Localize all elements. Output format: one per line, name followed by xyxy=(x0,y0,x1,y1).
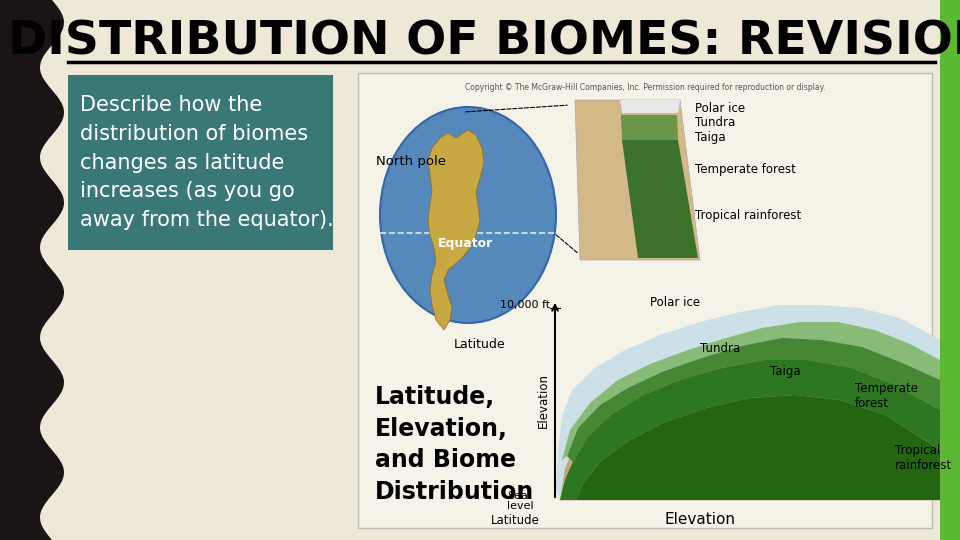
Text: Tundra: Tundra xyxy=(695,116,735,129)
Polygon shape xyxy=(567,338,940,462)
Text: Describe how the
distribution of biomes
changes as latitude
increases (as you go: Describe how the distribution of biomes … xyxy=(80,95,334,230)
Text: North pole: North pole xyxy=(376,155,446,168)
Polygon shape xyxy=(428,130,484,330)
Text: Tropical rainforest: Tropical rainforest xyxy=(695,208,802,221)
Text: Temperate forest: Temperate forest xyxy=(695,164,796,177)
Text: DISTRIBUTION OF BIOMES: REVISION: DISTRIBUTION OF BIOMES: REVISION xyxy=(8,19,960,64)
Polygon shape xyxy=(0,0,64,540)
Bar xyxy=(358,73,932,528)
Bar xyxy=(68,75,333,250)
Polygon shape xyxy=(556,305,940,500)
Text: 10,000 ft: 10,000 ft xyxy=(500,300,550,310)
Text: Sea: Sea xyxy=(507,491,528,501)
Text: Elevation: Elevation xyxy=(664,512,735,528)
Ellipse shape xyxy=(380,107,556,323)
Text: Tropical
rainforest: Tropical rainforest xyxy=(895,444,952,472)
Text: Temperate
forest: Temperate forest xyxy=(855,382,918,410)
Polygon shape xyxy=(560,310,940,500)
Bar xyxy=(940,0,960,540)
Text: Latitude: Latitude xyxy=(492,514,540,526)
Text: Copyright © The McGraw-Hill Companies, Inc. Permission required for reproduction: Copyright © The McGraw-Hill Companies, I… xyxy=(465,83,826,92)
Text: Latitude: Latitude xyxy=(454,338,506,351)
Polygon shape xyxy=(621,115,678,140)
Text: Latitude,
Elevation,
and Biome
Distribution: Latitude, Elevation, and Biome Distribut… xyxy=(375,385,535,504)
Text: Taiga: Taiga xyxy=(695,132,726,145)
Text: level: level xyxy=(507,501,534,511)
Polygon shape xyxy=(620,100,680,113)
Polygon shape xyxy=(622,140,698,258)
Text: Tundra: Tundra xyxy=(700,341,740,354)
Text: Elevation: Elevation xyxy=(537,373,549,428)
Text: Polar ice: Polar ice xyxy=(650,295,700,308)
Text: Equator: Equator xyxy=(438,237,493,250)
Polygon shape xyxy=(560,360,940,500)
Polygon shape xyxy=(620,100,700,260)
Text: Polar ice: Polar ice xyxy=(695,102,745,114)
Polygon shape xyxy=(575,100,640,260)
Polygon shape xyxy=(562,322,940,460)
Text: Taiga: Taiga xyxy=(770,366,801,379)
Polygon shape xyxy=(576,395,940,500)
